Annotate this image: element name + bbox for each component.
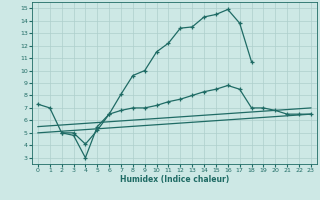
X-axis label: Humidex (Indice chaleur): Humidex (Indice chaleur): [120, 175, 229, 184]
